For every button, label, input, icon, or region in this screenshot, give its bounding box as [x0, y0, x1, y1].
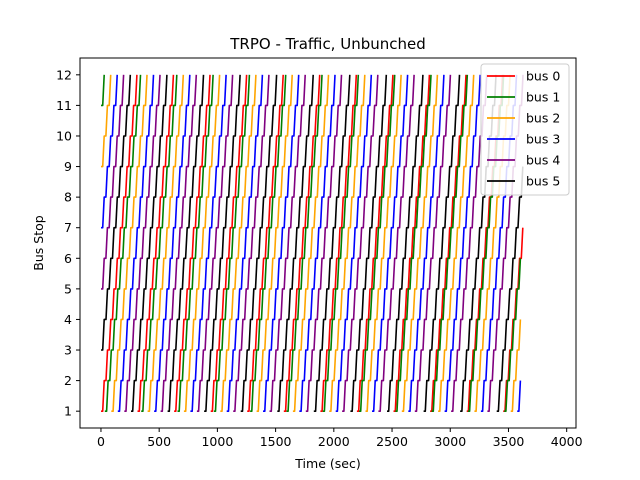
plot-lines	[101, 74, 524, 412]
y-tick-label: 2	[64, 373, 72, 388]
y-tick-label: 6	[64, 251, 72, 266]
y-tick-label: 8	[64, 190, 72, 205]
legend: bus 0 bus 1 bus 2 bus 3 bus 4 bus 5	[480, 63, 570, 196]
y-tick-label: 11	[56, 98, 72, 113]
y-tick-label: 9	[64, 159, 72, 174]
legend-label: bus 4	[526, 153, 560, 168]
plot-frame	[79, 57, 577, 429]
y-tick-label: 4	[64, 312, 72, 327]
x-axis: 0 500 1000 1500 2000 2500 3000 3500 4000	[97, 428, 583, 449]
y-tick-label: 12	[56, 67, 72, 82]
x-axis-title: Time (sec)	[294, 456, 360, 471]
y-tick-label: 3	[64, 343, 72, 358]
legend-label: bus 2	[526, 111, 560, 126]
x-tick-label: 1500	[260, 434, 292, 449]
chart-title: TRPO - Traffic, Unbunched	[229, 35, 426, 53]
legend-label: bus 5	[526, 174, 560, 189]
series-line-bus-5	[101, 74, 524, 412]
series-line-bus-4	[101, 74, 524, 412]
y-tick-label: 10	[56, 128, 72, 143]
series-line-bus-3	[101, 74, 522, 412]
x-tick-label: 4000	[551, 434, 583, 449]
x-tick-label: 3000	[434, 434, 466, 449]
series-line-bus-2	[101, 74, 522, 412]
x-tick-label: 2000	[318, 434, 350, 449]
series-line-bus-1	[101, 74, 522, 412]
y-tick-label: 1	[64, 404, 72, 419]
legend-label: bus 1	[526, 90, 560, 105]
x-tick-label: 500	[147, 434, 171, 449]
x-tick-label: 0	[97, 434, 105, 449]
y-axis-title: Bus Stop	[31, 215, 46, 270]
x-tick-label: 3500	[493, 434, 525, 449]
y-tick-label: 7	[64, 220, 72, 235]
legend-label: bus 0	[526, 69, 560, 84]
legend-label: bus 3	[526, 132, 560, 147]
x-tick-label: 1000	[201, 434, 233, 449]
x-tick-label: 2500	[376, 434, 408, 449]
y-tick-label: 5	[64, 281, 72, 296]
